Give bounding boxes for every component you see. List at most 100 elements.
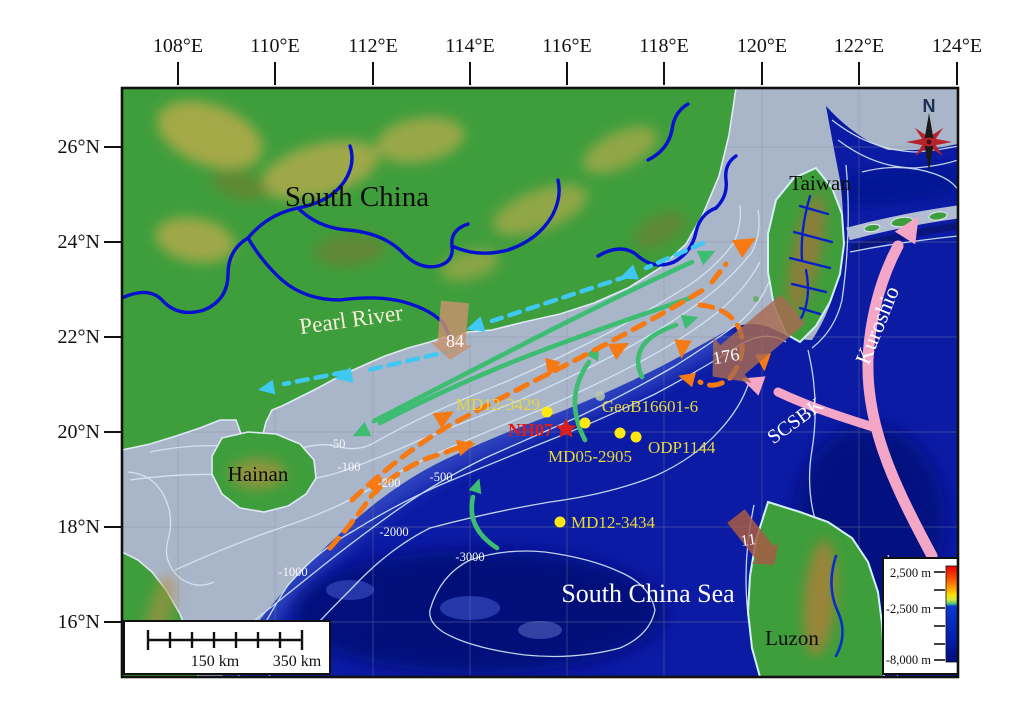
contour-2000m [267, 384, 749, 677]
depth-label-top: 2,500 m [890, 566, 931, 580]
contour-taiwan-east [811, 164, 849, 349]
contour-ecs-1 [831, 119, 958, 153]
contour-3000m [429, 550, 656, 658]
depth-label-mid: -2,500 m [886, 602, 931, 616]
map-body: 84 176 11 MD12-3429 GeoB16601-6 NH07 MD0… [122, 88, 958, 677]
lat-label: 24°N [58, 231, 100, 253]
river-north-branch [246, 144, 354, 240]
scsbk-branch-path [773, 387, 881, 433]
lon-label: 118°E [639, 35, 688, 57]
mountain-relief [144, 101, 837, 656]
depth-legend-box [882, 557, 958, 675]
contour-label-50: -50 [329, 437, 346, 451]
penghu-islet [753, 296, 759, 302]
site-marker-md05-2905 [614, 427, 626, 439]
depth-legend-ticks [934, 571, 945, 661]
orange-dashes-lower [327, 440, 473, 551]
green-current-sw [377, 295, 693, 426]
cyan-dashes [361, 347, 458, 374]
contour-label-2000: -2000 [379, 525, 408, 539]
contour-label-100: -100 [338, 460, 361, 474]
surface-current-green [371, 259, 695, 551]
flux-arrow-taiwan [712, 294, 806, 383]
contour-label-200: -200 [378, 476, 401, 490]
contour-label-500: -500 [430, 470, 453, 484]
contour-depth-labels: -50 -100 -200 -500 -1000 -2000 -3000 [278, 437, 484, 579]
label-taiwan: Taiwan [789, 171, 851, 195]
label-south-china: South China [285, 181, 429, 213]
green-current-upwell-2 [635, 322, 679, 380]
label-luzon: Luzon [765, 626, 819, 650]
island [928, 211, 948, 221]
lat-label: 20°N [58, 421, 100, 443]
contour-luzon-strait [807, 349, 819, 531]
contour-label-1000: -1000 [278, 565, 307, 579]
contour-tonkin [127, 471, 215, 586]
contour-1000m [237, 335, 787, 677]
reef-patch [440, 596, 500, 620]
site-label-odp1144: ODP1144 [648, 438, 716, 457]
site-label-nh07: NH07 [508, 420, 553, 440]
lon-label: 112°E [348, 35, 397, 57]
river-east-branch [296, 206, 470, 269]
scale-bar-ticks [146, 630, 304, 650]
lon-label: 110°E [250, 35, 299, 57]
river-inland [646, 102, 690, 162]
lat-label: 22°N [58, 326, 100, 348]
cyan-dashes [489, 273, 631, 324]
lon-label: 114°E [445, 35, 494, 57]
rivers [122, 102, 738, 342]
flux-value-taiwan: 176 [711, 344, 741, 368]
label-south-china-sea: South China Sea [561, 579, 735, 608]
lon-label: 108°E [153, 35, 203, 57]
orange-dashes-upper [349, 285, 709, 503]
flux-arrow-luzon [727, 509, 779, 565]
kuroshio-current [737, 209, 938, 562]
flux-value-luzon: 11 [740, 531, 758, 550]
green-current-upwell-3 [469, 494, 500, 551]
site-label-geob16601-6: GeoB16601-6 [602, 397, 698, 416]
depth-legend: 2,500 m -2,500 m -8,000 m [882, 557, 958, 675]
reef-patch [518, 621, 562, 639]
core-sites: MD12-3429 GeoB16601-6 NH07 MD05-2905 ODP… [456, 395, 716, 532]
river-min [596, 206, 718, 267]
orange-dashes-gap [709, 261, 729, 285]
compass-center [926, 139, 932, 145]
river-coastal [714, 154, 738, 210]
lon-label: 122°E [834, 35, 884, 57]
green-current-upwell-1 [572, 359, 592, 443]
river-west [122, 236, 250, 315]
kuroshio-main-path [862, 240, 938, 562]
contour-200m [174, 261, 761, 571]
compass-rose [906, 113, 952, 171]
pearl-river-main [246, 236, 453, 342]
label-hainan: Hainan [228, 462, 289, 486]
contour-500m [229, 271, 773, 641]
lat-label: 18°N [58, 516, 100, 538]
dongsha-atoll [595, 391, 605, 401]
site-label-md12-3434: MD12-3434 [571, 513, 656, 532]
depth-label-bottom: -8,000 m [886, 653, 931, 667]
taiwan-rivers [788, 194, 834, 322]
scale-bar: 150 km 350 km [123, 620, 331, 675]
site-marker-nh07-star [555, 418, 577, 438]
lat-label: 26°N [58, 136, 100, 158]
site-marker-md12-3434 [554, 516, 566, 528]
flux-arrow-pearl [430, 300, 473, 360]
site-marker-md12-3429 [541, 406, 553, 418]
site-marker-odp1144 [630, 431, 642, 443]
lat-label: 16°N [58, 611, 100, 633]
cyan-dashes [643, 240, 706, 271]
flux-value-pearl: 84 [446, 331, 464, 351]
contour-ecs-2 [837, 139, 958, 169]
luzon-river [830, 554, 844, 658]
latitude-axis: 26°N 24°N 22°N 20°N 18°N 16°N [58, 136, 121, 633]
island [863, 223, 881, 233]
contour-label-3000: -3000 [455, 550, 484, 564]
contour-trough [861, 166, 958, 191]
lon-label: 116°E [542, 35, 591, 57]
site-marker-geob16601-6 [579, 417, 591, 429]
scale-bar-box [123, 620, 331, 675]
lon-label: 120°E [737, 35, 787, 57]
